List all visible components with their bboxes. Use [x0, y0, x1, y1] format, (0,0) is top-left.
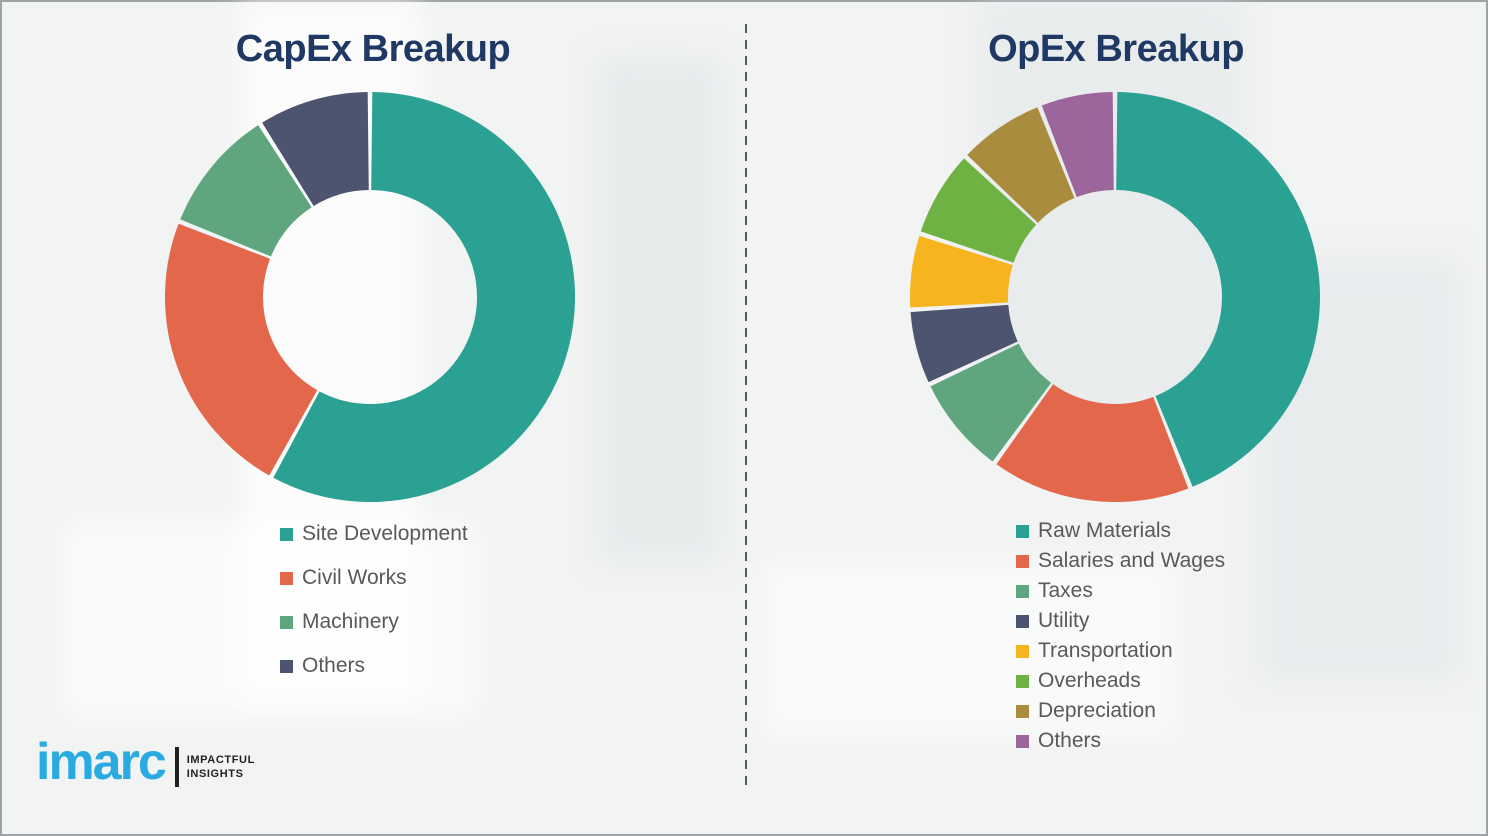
- donut-segment-depreciation: [967, 107, 1076, 224]
- capex-breakup-svg: [165, 92, 575, 502]
- legend-swatch-utility: [1016, 614, 1029, 628]
- legend-swatch-site-development: [280, 527, 293, 541]
- donut-segment-others: [1041, 92, 1116, 198]
- legend-swatch-others: [280, 659, 293, 673]
- legend-label: Transportation: [1038, 639, 1173, 662]
- legend-item-depreciation: Depreciation: [1016, 696, 1225, 726]
- logo-tagline-line2: INSIGHTS: [186, 768, 244, 780]
- donut-segment-salaries-and-wages: [996, 383, 1189, 502]
- legend-label: Depreciation: [1038, 699, 1156, 722]
- opex-chart-title: OpEx Breakup: [988, 28, 1244, 70]
- legend-item-taxes: Taxes: [1016, 576, 1225, 606]
- divider-dashed-line: [745, 24, 747, 790]
- legend-item-overheads: Overheads: [1016, 666, 1225, 696]
- donut-segment-transportation: [910, 235, 1014, 308]
- donut-segment-machinery: [180, 125, 313, 258]
- capex-chart-title: CapEx Breakup: [235, 28, 511, 70]
- legend-item-transportation: Transportation: [1016, 636, 1225, 666]
- watermark-shape: [600, 60, 720, 560]
- donut-segment-overheads: [920, 158, 1038, 265]
- logo-tagline-line1: IMPACTFUL: [186, 754, 255, 766]
- legend-label: Utility: [1038, 609, 1090, 632]
- legend-item-salaries-and-wages: Salaries and Wages: [1016, 546, 1225, 576]
- opex-donut-chart: [910, 92, 1320, 502]
- legend-item-others: Others: [1016, 726, 1225, 756]
- donut-segment-utility: [910, 303, 1019, 383]
- legend-swatch-overheads: [1016, 674, 1029, 688]
- opex-legend: Raw Materials Salaries and Wages Taxes Util…: [1016, 516, 1225, 756]
- logo-tagline: IMPACTFUL INSIGHTS: [187, 753, 255, 781]
- legend-swatch-raw-materials: [1016, 524, 1029, 538]
- legend-swatch-civil-works: [280, 571, 293, 585]
- legend-swatch-taxes: [1016, 584, 1029, 598]
- legend-item-civil-works: Civil Works: [280, 556, 468, 600]
- legend-swatch-others: [1016, 734, 1029, 748]
- opex-breakup-svg: [910, 92, 1320, 502]
- capex-legend: Site Development Civil Works Machinery Othe…: [280, 512, 468, 688]
- donut-segment-taxes: [930, 342, 1053, 462]
- imarc-logo: imarc IMPACTFUL INSIGHTS: [36, 732, 255, 792]
- donut-segment-raw-materials: [1114, 92, 1320, 487]
- legend-swatch-machinery: [280, 615, 293, 629]
- legend-label: Raw Materials: [1038, 519, 1172, 542]
- legend-item-others: Others: [280, 644, 468, 688]
- legend-swatch-salaries-and-wages: [1016, 554, 1029, 568]
- donut-segment-site-development: [273, 92, 575, 502]
- legend-label: Others: [302, 654, 366, 677]
- donut-segment-civil-works: [165, 223, 319, 476]
- legend-label: Machinery: [302, 610, 399, 633]
- legend-swatch-transportation: [1016, 644, 1029, 658]
- legend-label: Taxes: [1038, 579, 1093, 602]
- legend-label: Site Development: [302, 522, 468, 545]
- legend-swatch-depreciation: [1016, 704, 1029, 718]
- legend-label: Civil Works: [302, 566, 407, 589]
- logo-divider-bar: [174, 747, 179, 787]
- legend-label: Salaries and Wages: [1038, 549, 1226, 572]
- legend-label: Others: [1038, 729, 1102, 752]
- legend-label: Overheads: [1038, 669, 1141, 692]
- donut-segment-others: [262, 92, 371, 207]
- legend-item-utility: Utility: [1016, 606, 1225, 636]
- legend-item-site-development: Site Development: [280, 512, 468, 556]
- imarc-logo-text: imarc: [36, 733, 167, 791]
- legend-item-machinery: Machinery: [280, 600, 468, 644]
- capex-donut-chart: [165, 92, 575, 502]
- legend-item-raw-materials: Raw Materials: [1016, 516, 1225, 546]
